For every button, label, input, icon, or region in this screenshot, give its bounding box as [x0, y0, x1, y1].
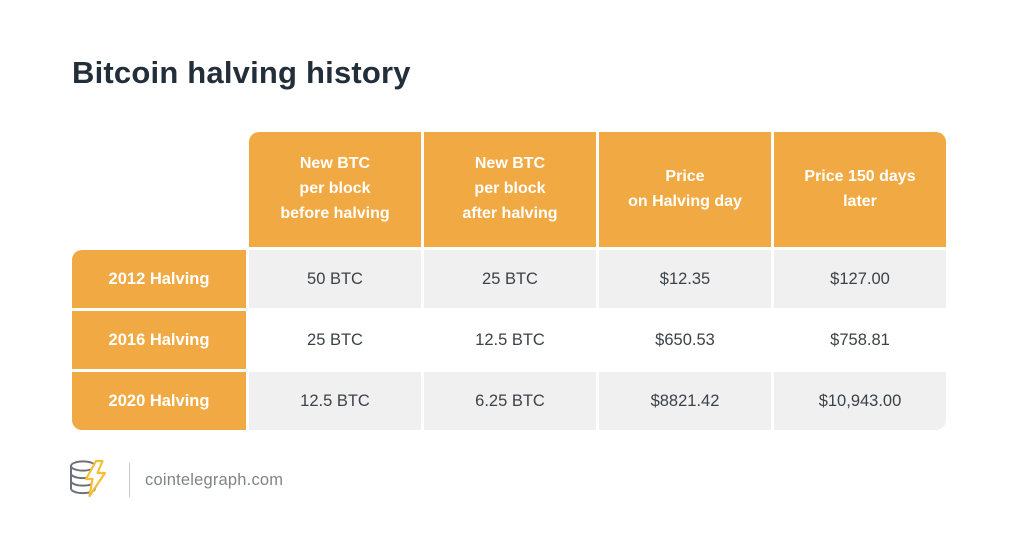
row-label-2016: 2016 Halving [72, 311, 246, 369]
cell-2020-price-day: $8821.42 [599, 372, 771, 430]
column-header-before-halving: New BTC per block before halving [249, 132, 421, 247]
halving-history-table: New BTC per block before halving New BTC… [69, 129, 949, 433]
cell-2012-before: 50 BTC [249, 250, 421, 308]
cell-2012-after: 25 BTC [424, 250, 596, 308]
cell-2016-after: 12.5 BTC [424, 311, 596, 369]
column-header-price-150-days: Price 150 days later [774, 132, 946, 247]
footer-divider [129, 463, 130, 497]
row-label-2012: 2012 Halving [72, 250, 246, 308]
row-label-2020: 2020 Halving [72, 372, 246, 430]
cell-2020-after: 6.25 BTC [424, 372, 596, 430]
page-title: Bitcoin halving history [72, 55, 411, 90]
cell-2012-price-150: $127.00 [774, 250, 946, 308]
cell-2016-before: 25 BTC [249, 311, 421, 369]
cell-2020-price-150: $10,943.00 [774, 372, 946, 430]
column-header-price-halving-day: Price on Halving day [599, 132, 771, 247]
table-row-2016: 2016 Halving 25 BTC 12.5 BTC $650.53 $75… [72, 311, 946, 369]
header-corner-spacer [72, 132, 246, 247]
cell-2012-price-day: $12.35 [599, 250, 771, 308]
footer-branding: cointelegraph.com [65, 456, 283, 504]
table-row-2020: 2020 Halving 12.5 BTC 6.25 BTC $8821.42 … [72, 372, 946, 430]
cell-2016-price-150: $758.81 [774, 311, 946, 369]
header-row: New BTC per block before halving New BTC… [72, 132, 946, 247]
cell-2020-before: 12.5 BTC [249, 372, 421, 430]
cell-2016-price-day: $650.53 [599, 311, 771, 369]
cointelegraph-coin-stack-lightning-icon [65, 455, 111, 506]
footer-site-text: cointelegraph.com [145, 470, 284, 489]
table-row-2012: 2012 Halving 50 BTC 25 BTC $12.35 $127.0… [72, 250, 946, 308]
column-header-after-halving: New BTC per block after halving [424, 132, 596, 247]
